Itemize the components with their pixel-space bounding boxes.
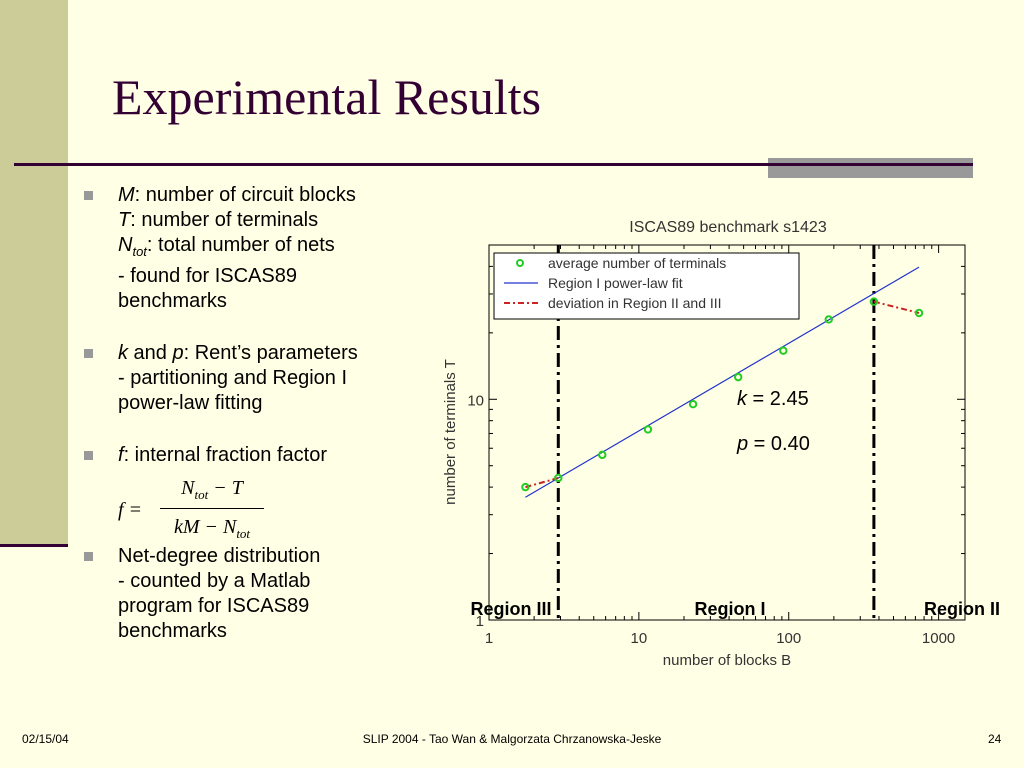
formula-numerator: Ntot − T [181,477,243,502]
bullet-marker [84,451,93,460]
bullet-line: - found for ISCAS89 [118,265,297,287]
bullet-net-degree: Net-degree distribution - counted by a M… [82,544,442,644]
data-point [598,450,607,460]
region-label: Region I [695,599,766,619]
footer-date: 02/15/04 [22,732,69,746]
title-rule [14,163,972,166]
bullet-line: program for ISCAS89 [118,595,310,617]
bullet-line: - partitioning and Region I [118,367,348,389]
y-axis-label: number of terminals T [442,359,459,505]
data-point [779,346,788,355]
footer-credit: SLIP 2004 - Tao Wan & Malgorzata Chrzano… [362,732,662,746]
k-annotation: k = 2.45 [737,388,809,410]
region-label: Region III [471,599,552,619]
slide-title: Experimental Results [112,69,542,125]
data-point [688,399,698,409]
formula-lhs: f = [118,499,143,521]
formula-fraction-bar [160,508,264,509]
formula-denominator: kM − Ntot [173,516,251,541]
bullet-line: power-law fitting [118,392,263,414]
bullet-rent-parameters: k and p: Rent’s parameters - partitionin… [82,341,442,416]
plot-frame [488,244,966,621]
bullet-line: benchmarks [118,290,227,312]
y-tick-label: 10 [467,392,484,409]
title-rule-accent [768,163,973,166]
x-axis-label: number of blocks B [663,652,791,669]
data-point [914,308,924,318]
bullet-marker [84,349,93,358]
bullet-marker [84,552,93,561]
data-point [554,473,563,483]
bullet-line: k and p: Rent’s parameters [118,342,358,364]
x-tick-label: 100 [776,630,801,647]
footer-page-number: 24 [988,732,1002,746]
x-tick-label: 10 [631,630,648,647]
region-label: Region II [924,599,1000,619]
bullet-marker [84,191,93,200]
bullet-line: Ntot: total number of nets [118,234,335,259]
legend-marker [516,259,524,267]
deviation-line [873,300,920,314]
bullet-line: M: number of circuit blocks [118,184,356,206]
fit-line [525,266,920,498]
bullet-line: T: number of terminals [118,209,319,231]
legend-label: deviation in Region II and III [548,295,722,311]
fraction-formula: f = Ntot − T kM − Ntot [82,476,442,544]
data-point [869,297,879,306]
data-point [643,425,653,434]
data-point [733,372,743,382]
legend-box [493,252,800,320]
legend-label: average number of terminals [548,255,726,271]
left-accent-bar [0,0,68,546]
deviation-line [525,477,559,489]
bullet-line: Net-degree distribution [118,545,321,567]
rent-chart: ISCAS89 benchmark s1423 1 10 100 1000 1 10 numb… [442,219,1000,669]
title-rule-block [768,158,973,178]
chart-title: ISCAS89 benchmark s1423 [629,219,827,236]
data-point [521,482,530,492]
bullet-line: - counted by a Matlab [118,570,311,592]
left-accent-line [0,544,68,547]
x-tick-label: 1 [485,630,493,647]
bullet-list: M: number of circuit blocks T: number of… [82,183,442,644]
bullet-fraction-factor: f: internal fraction factor [82,443,442,468]
formula-fraction: Ntot − T kM − Ntot [160,476,264,543]
y-tick-label: 1 [476,613,484,630]
bullet-line: benchmarks [118,620,227,642]
data-point [824,315,833,324]
bullet-definitions: M: number of circuit blocks T: number of… [82,183,442,314]
legend-label: Region I power-law fit [548,275,683,291]
p-annotation: p = 0.40 [736,433,810,455]
x-tick-label: 1000 [922,630,955,647]
bullet-line: f: internal fraction factor [118,444,327,466]
